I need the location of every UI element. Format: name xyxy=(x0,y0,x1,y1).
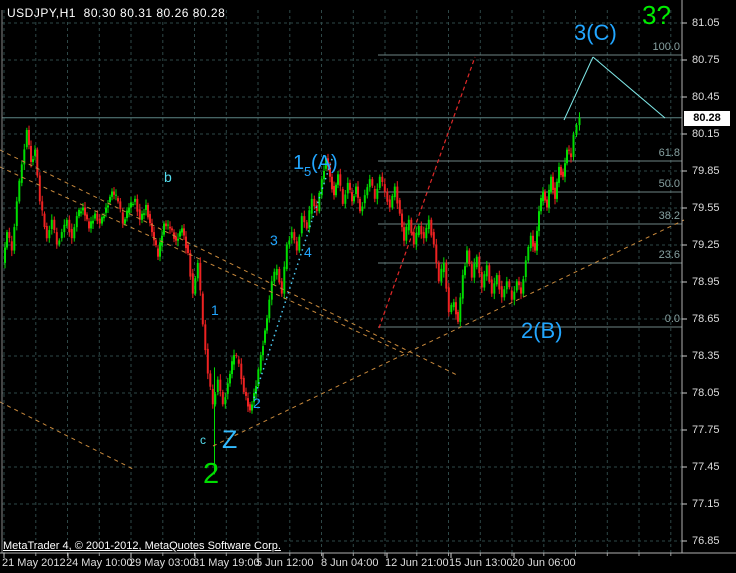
price-tick-label: 78.65 xyxy=(692,313,720,325)
price-tick-label: 78.05 xyxy=(692,387,720,399)
wave-3[interactable]: 3 xyxy=(270,232,278,248)
projection-up xyxy=(563,56,594,121)
wave-2B[interactable]: 2(B) xyxy=(521,318,563,343)
fib-level-label: 38.2 xyxy=(658,210,680,222)
metaquotes-copyright-link[interactable]: MetaTrader 4, © 2001-2012, MetaQuotes So… xyxy=(3,540,284,552)
wave-Z[interactable]: Z xyxy=(222,426,238,454)
price-tick-label: 80.45 xyxy=(692,91,720,103)
current-price-badge: 80.28 xyxy=(684,111,730,126)
wave-c[interactable]: c xyxy=(200,433,206,447)
price-tick-label: 80.75 xyxy=(692,54,720,66)
down-channel-upper xyxy=(0,149,458,376)
price-tick-label: 79.85 xyxy=(692,165,720,177)
price-tick-label: 79.25 xyxy=(692,239,720,251)
wave-1A-A[interactable]: (A) xyxy=(311,152,338,174)
wave-3C[interactable]: 3(C) xyxy=(574,20,617,45)
price-tick-label: 77.75 xyxy=(692,424,720,436)
down-channel-outer xyxy=(0,401,136,471)
red-impulse-line xyxy=(378,56,476,329)
chart-title: USDJPY,H1 80.30 80.31 80.26 80.28 xyxy=(7,6,225,20)
time-tick-label: 5 Jun 12:00 xyxy=(256,557,314,569)
fib-level-label: 23.6 xyxy=(658,249,680,261)
time-tick-label: 12 Jun 21:00 xyxy=(385,557,449,569)
symbol-period-label: USDJPY,H1 xyxy=(7,6,76,20)
price-tick-label: 80.15 xyxy=(692,128,720,140)
price-tick-label: 77.45 xyxy=(692,461,720,473)
wave-1A-1[interactable]: 1 xyxy=(293,152,305,174)
wave-4[interactable]: 4 xyxy=(304,244,312,260)
wave-2-green[interactable]: 2 xyxy=(203,458,220,490)
time-tick-label: 31 May 19:00 xyxy=(193,557,260,569)
wave-1A-5[interactable]: 5 xyxy=(304,164,312,179)
fib-level-label: 61.8 xyxy=(658,147,680,159)
wave-b[interactable]: b xyxy=(164,169,172,185)
time-tick-label: 29 May 03:00 xyxy=(129,557,196,569)
projection-down xyxy=(592,56,666,119)
candles-layer xyxy=(4,112,581,414)
ohlc-quotes: 80.30 80.31 80.26 80.28 xyxy=(83,6,226,20)
time-tick-label: 15 Jun 13:00 xyxy=(449,557,513,569)
fib-level-label: 0.0 xyxy=(664,313,680,325)
price-tick-label: 79.55 xyxy=(692,202,720,214)
wave-1[interactable]: 1 xyxy=(211,302,219,318)
price-tick-label: 77.15 xyxy=(692,498,720,510)
time-tick-label: 20 Jun 06:00 xyxy=(512,557,576,569)
price-tick-label: 78.95 xyxy=(692,276,720,288)
time-tick-label: 24 May 10:00 xyxy=(66,557,133,569)
price-tick-label: 81.05 xyxy=(692,17,720,29)
price-tick-label: 76.85 xyxy=(692,535,720,547)
time-tick-label: 21 May 2012 xyxy=(2,557,66,569)
time-tick-label: 8 Jun 04:00 xyxy=(321,557,379,569)
rising-support xyxy=(212,219,685,447)
price-tick-label: 78.35 xyxy=(692,350,720,362)
fib-level-label: 50.0 xyxy=(658,178,680,190)
wave-3q[interactable]: 3? xyxy=(642,0,671,30)
wave-2-small[interactable]: 2 xyxy=(253,395,261,411)
down-channel-lower xyxy=(0,166,409,356)
fib-level-label: 100.0 xyxy=(652,41,680,53)
